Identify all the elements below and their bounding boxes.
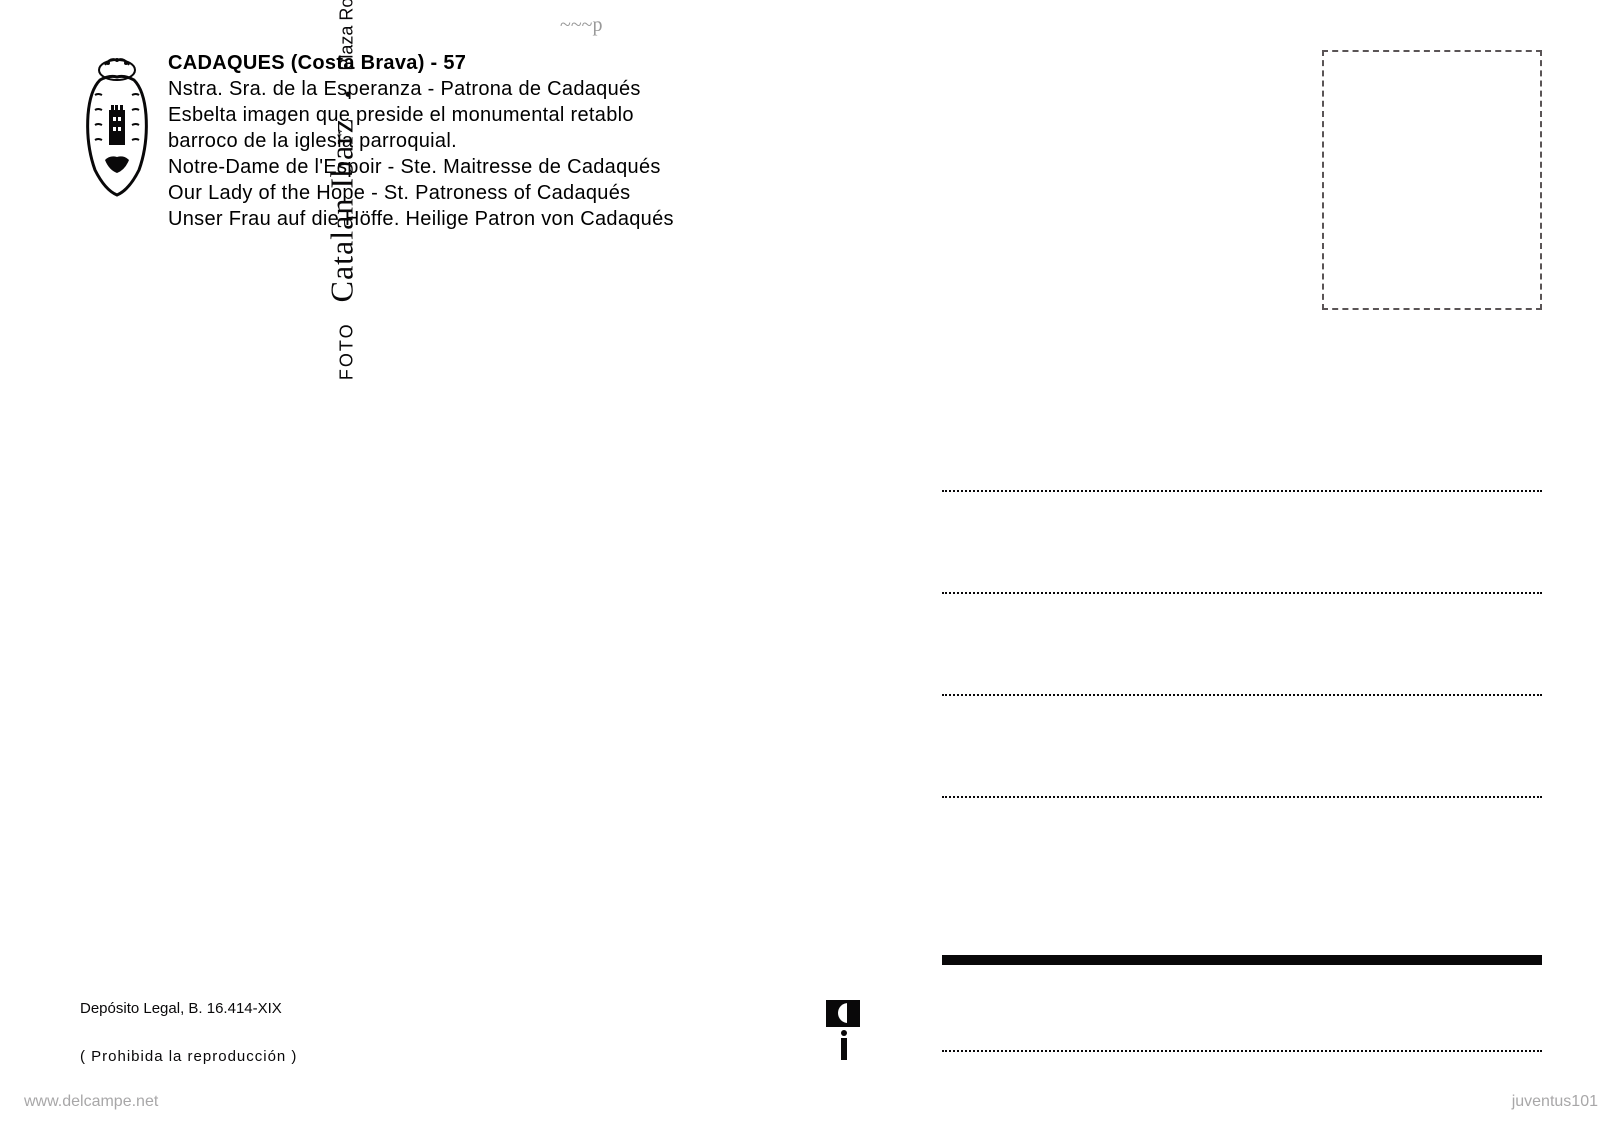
- postcard-back: CADAQUES (Costa Brava) - 57 Nstra. Sra. …: [0, 0, 1622, 1131]
- description-line-es1: Nstra. Sra. de la Esperanza - Patrona de…: [168, 76, 728, 102]
- description-line-es2: Esbelta imagen que preside el monumental…: [168, 102, 728, 128]
- postcard-title: CADAQUES (Costa Brava) - 57: [168, 50, 728, 76]
- ci-logo-icon: [826, 1000, 860, 1060]
- legal-deposit-text: Depósito Legal, B. 16.414-XIX: [80, 1000, 282, 1017]
- reproduction-notice: ( Prohibida la reproducción ): [80, 1048, 297, 1065]
- foto-label: FOTO: [337, 322, 357, 380]
- heavy-divider: [942, 955, 1542, 965]
- address-area: [942, 490, 1542, 898]
- description-line-de: Unser Frau auf die Höffe. Heilige Patron…: [168, 206, 728, 232]
- bullet-icon: ●: [341, 90, 355, 97]
- description-line-en: Our Lady of the Hope - St. Patroness of …: [168, 180, 728, 206]
- coat-of-arms-icon: [80, 55, 155, 200]
- description-line-es3: barroco de la iglesia parroquial.: [168, 128, 728, 154]
- address-line: [942, 490, 1542, 492]
- publisher-credit: FOTO Catalan Ibarz ● Plaza Rovira, 6 ● B…: [324, 0, 361, 566]
- address-line: [942, 694, 1542, 696]
- publisher-address: Plaza Rovira, 6: [337, 0, 357, 70]
- handwriting-mark: ~~~p: [560, 14, 602, 37]
- watermark-user: juventus101: [1512, 1093, 1598, 1111]
- address-line: [942, 592, 1542, 594]
- description-block: CADAQUES (Costa Brava) - 57 Nstra. Sra. …: [168, 50, 728, 232]
- address-line: [942, 796, 1542, 798]
- watermark-source: www.delcampe.net: [24, 1093, 158, 1111]
- stamp-placeholder: [1322, 50, 1542, 310]
- bottom-dotted-line: [942, 1050, 1542, 1052]
- description-line-fr: Notre-Dame de l'Espoir - Ste. Maitresse …: [168, 154, 728, 180]
- photographer-signature: Catalan Ibarz: [324, 117, 360, 301]
